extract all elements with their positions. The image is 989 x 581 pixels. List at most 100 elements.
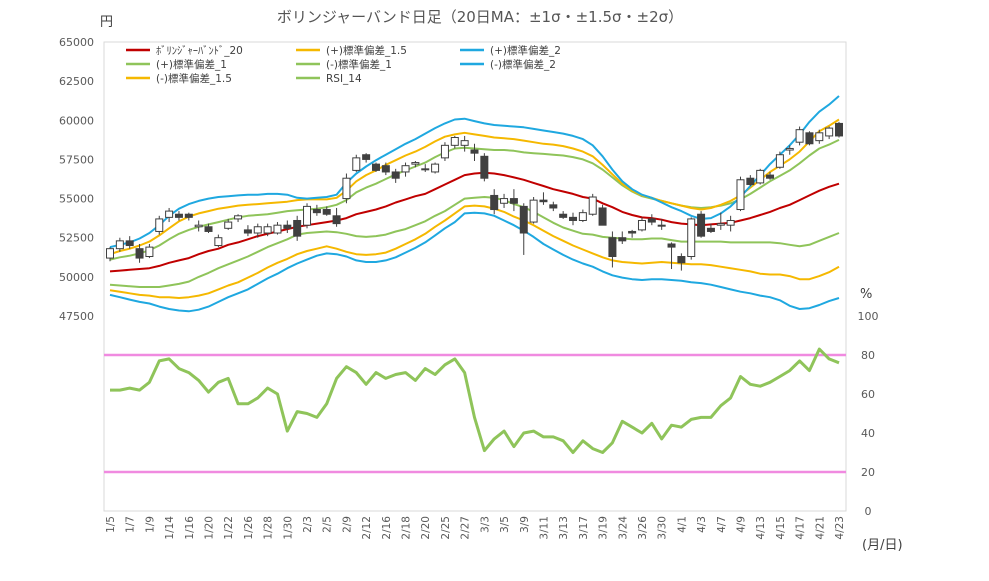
candle-body (805, 132, 814, 145)
candle-body (352, 157, 361, 171)
legend-label: ﾎﾞﾘﾝｼﾞｬｰﾊﾞﾝﾄﾞ_20 (156, 45, 243, 57)
band-line (109, 196, 840, 288)
legend-label: (-)標準偏差_1 (326, 58, 392, 71)
candle-body (480, 155, 489, 179)
candle-body (283, 224, 292, 229)
candle-body (706, 227, 715, 232)
candle-body (637, 219, 646, 231)
candle-body (293, 219, 302, 237)
band-line (109, 204, 840, 299)
price-tick-label: 62500 (59, 75, 94, 88)
candle-body (362, 154, 371, 160)
price-tick-label: 57500 (59, 153, 94, 166)
candle-body (736, 179, 745, 211)
rsi-line-group (110, 347, 840, 454)
candle-body (687, 218, 696, 258)
rsi-tick-label: 60 (861, 388, 875, 401)
price-axis: 65000 62500 60000 57500 55000 52500 50000 47500 (59, 36, 94, 323)
candle-body (460, 140, 469, 146)
x-tick-label: 2/9 (341, 516, 353, 533)
x-tick-label: 2/27 (460, 516, 472, 540)
candle-body (135, 248, 144, 259)
x-tick-label: 4/3 (696, 516, 708, 533)
x-tick-label: 3/9 (519, 516, 531, 533)
x-tick-label: 1/22 (223, 516, 235, 540)
legend-label: (-)標準偏差_2 (490, 58, 556, 71)
candle-body (490, 194, 499, 211)
price-tick-label: 55000 (59, 193, 94, 206)
rsi-axis: 100 80 60 40 20 0 (858, 310, 879, 518)
price-tick-label: 52500 (59, 232, 94, 245)
x-tick-label: 2/18 (401, 516, 413, 540)
x-tick-label: 1/14 (164, 516, 176, 540)
candle-body (608, 237, 617, 258)
candle-body (263, 226, 272, 234)
candle-body (647, 218, 656, 223)
candle-body (421, 168, 430, 171)
candle-body (115, 240, 124, 250)
x-tick-label: 4/9 (735, 516, 747, 533)
candle-body (500, 198, 509, 204)
x-tick-label: 3/24 (617, 516, 629, 540)
candle-body (785, 147, 794, 151)
candle-body (795, 129, 804, 143)
price-tick-label: 47500 (59, 310, 94, 323)
candle-body (529, 199, 538, 223)
x-tick-label: 2/3 (302, 516, 314, 533)
candle-body (716, 223, 725, 226)
candle-body (450, 137, 459, 146)
candle-body (391, 171, 400, 179)
x-tick-label: 1/9 (144, 516, 156, 533)
band-line (109, 118, 840, 256)
candle-body (312, 209, 321, 214)
candle-body (835, 122, 843, 137)
candle-body (224, 221, 233, 229)
legend-label: (-)標準偏差_1.5 (156, 72, 232, 85)
candle-body (470, 149, 479, 154)
candle-body (125, 240, 134, 247)
x-tick-label: 3/30 (657, 516, 669, 540)
candle-body (726, 219, 735, 226)
x-tick-label: 3/5 (499, 516, 511, 533)
candle-body (194, 224, 203, 228)
candlesticks (106, 121, 843, 271)
candle-body (332, 215, 341, 225)
candle-body (174, 213, 183, 218)
legend-label: (+)標準偏差_2 (490, 44, 561, 57)
candle-body (381, 165, 390, 173)
candle-body (401, 165, 410, 173)
x-tick-label: 3/19 (598, 516, 610, 540)
candle-body (243, 229, 252, 234)
candle-body (618, 237, 627, 242)
rsi-tick-label: 100 (858, 310, 879, 323)
legend: ﾎﾞﾘﾝｼﾞｬｰﾊﾞﾝﾄﾞ_20 (+)標準偏差_1.5 (+)標準偏差_2 (+)標… (126, 44, 561, 85)
candle-body (628, 230, 637, 234)
x-unit-label: (月/日) (862, 538, 903, 553)
candle-body (509, 198, 518, 204)
x-tick-label: 3/3 (479, 516, 491, 533)
candle-body (746, 177, 755, 185)
legend-label: (+)標準偏差_1 (156, 58, 227, 71)
x-tick-label: 1/7 (125, 516, 137, 533)
price-tick-label: 50000 (59, 271, 94, 284)
plot-area (103, 41, 847, 512)
rsi-line (110, 347, 840, 454)
candle-body (184, 213, 193, 218)
candle-body (431, 163, 440, 173)
candle-body (214, 237, 223, 247)
candle-body (569, 216, 578, 221)
rsi-tick-label: 20 (861, 466, 875, 479)
candle-body (165, 210, 174, 218)
band-line (109, 95, 840, 249)
candle-body (322, 209, 331, 215)
candle-body (549, 204, 558, 209)
x-tick-label: 2/5 (322, 516, 334, 533)
x-tick-label: 3/13 (558, 516, 570, 540)
candle-body (145, 246, 154, 258)
candle-body (371, 163, 380, 171)
price-tick-label: 60000 (59, 114, 94, 127)
candle-body (677, 256, 686, 264)
legend-label: RSI_14 (326, 73, 362, 85)
price-unit-label: 円 (100, 15, 113, 30)
